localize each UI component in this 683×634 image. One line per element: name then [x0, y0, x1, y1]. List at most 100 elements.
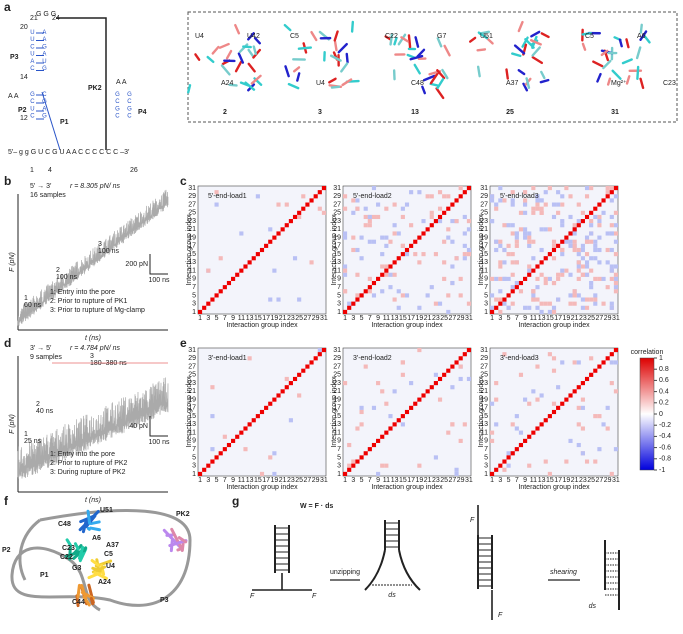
heatmap-cell	[527, 306, 531, 310]
heatmap-cell	[597, 260, 601, 264]
y-tick-label: 31	[188, 347, 196, 354]
y-tick-label: 29	[333, 193, 341, 200]
diagonal-cell	[393, 422, 397, 426]
heatmap-cell	[511, 252, 515, 256]
residue-stick	[91, 598, 92, 603]
diagonal-cell	[305, 203, 309, 207]
diagonal-cell	[384, 269, 388, 273]
heatmap-cell	[507, 464, 511, 468]
heatmap-cell	[589, 223, 593, 227]
heatmap-cell	[368, 277, 372, 281]
heatmap-cell	[442, 240, 446, 244]
heatmap-cell	[564, 186, 568, 190]
stem-label: P2	[18, 107, 27, 114]
heatmap-cell	[401, 373, 405, 377]
loop-seq: A A	[116, 79, 127, 86]
heatmap-cell	[544, 227, 548, 231]
diagonal-cell	[610, 352, 614, 356]
heatmap-cell	[535, 203, 539, 207]
heatmap-cell	[490, 293, 494, 297]
heatmap-cell	[368, 240, 372, 244]
heatmap-cell	[467, 377, 471, 381]
heatmap-cell	[552, 369, 556, 373]
heatmap-cell	[573, 360, 577, 364]
heatmap-cell	[523, 306, 527, 310]
heatmap-cell	[276, 203, 280, 207]
heatmap-cell	[581, 211, 585, 215]
heatmap-cell	[548, 472, 552, 476]
force-label: F	[470, 517, 475, 524]
heatmap-cell	[552, 203, 556, 207]
residue-stick	[91, 522, 99, 524]
diagonal-cell	[552, 248, 556, 252]
heatmap-cell	[343, 381, 347, 385]
heatmap-cell	[494, 422, 498, 426]
heatmap-cell	[527, 264, 531, 268]
y-axis-label: Interaction group index	[186, 376, 193, 448]
heatmap-cell	[560, 273, 564, 277]
diagonal-cell	[309, 198, 313, 202]
stick	[352, 22, 353, 32]
y-tick-label: 27	[480, 201, 488, 208]
diagonal-cell	[256, 252, 260, 256]
heatmap-cell	[577, 293, 581, 297]
heatmap-cell	[606, 260, 610, 264]
y-axis-label: Interaction group index	[331, 376, 338, 448]
panel-letter: d	[4, 336, 11, 350]
heatmap-cell	[560, 223, 564, 227]
heatmap-cell	[519, 373, 523, 377]
diagonal-cell	[446, 369, 450, 373]
diagonal-cell	[523, 277, 527, 281]
diagonal-cell	[577, 223, 581, 227]
nt-number: 24	[52, 15, 60, 22]
heatmap-cell	[597, 447, 601, 451]
heatmap-cell	[276, 297, 280, 301]
heatmap-cell	[523, 211, 527, 215]
heatmap-cell	[459, 186, 463, 190]
heatmap-cell	[239, 231, 243, 235]
residue-stick	[88, 528, 89, 529]
heatmap-cell	[531, 186, 535, 190]
residue-label: U4	[316, 80, 325, 87]
stick	[608, 79, 610, 85]
panel-letter: g	[232, 494, 239, 508]
heatmap-cell	[515, 244, 519, 248]
y-tick-label: 3	[484, 463, 488, 470]
heatmap-cell	[548, 227, 552, 231]
heatmap-cell	[527, 236, 531, 240]
heatmap-cell	[577, 248, 581, 252]
heatmap-cell	[430, 285, 434, 289]
heatmap-cell	[544, 190, 548, 194]
heatmap-cell	[564, 459, 568, 463]
heatmap-cell	[544, 281, 548, 285]
heatmap-cell	[450, 219, 454, 223]
stick	[519, 70, 524, 74]
diagonal-cell	[601, 198, 605, 202]
y-axis-label: Interaction group index	[478, 214, 485, 286]
diagonal-cell	[293, 377, 297, 381]
heatmap-cell	[446, 227, 450, 231]
diagonal-cell	[289, 381, 293, 385]
heatmap-cell	[494, 277, 498, 281]
x-tick-label: 31	[465, 477, 473, 484]
panel-letter: a	[4, 0, 11, 14]
stick	[583, 44, 585, 50]
stick	[531, 32, 539, 36]
heatmap-cell	[560, 360, 564, 364]
heatmap-cell	[434, 252, 438, 256]
heatmap-cell	[560, 252, 564, 256]
heatmap-cell	[552, 356, 556, 360]
heatmap-cell	[581, 398, 585, 402]
heatmap-cell	[581, 306, 585, 310]
x-tick-label: 5	[215, 477, 219, 484]
x-tick-label: 5	[360, 477, 364, 484]
heatmap-cell	[384, 207, 388, 211]
heatmap-cell	[463, 231, 467, 235]
y-tick-label: 29	[188, 193, 196, 200]
heatmap-cell	[430, 215, 434, 219]
heatmap-cell	[459, 439, 463, 443]
heatmap-cell	[577, 360, 581, 364]
heatmap-cell	[577, 219, 581, 223]
x-tick-label: 31	[320, 315, 328, 322]
x-tick-label: 1	[198, 315, 202, 322]
